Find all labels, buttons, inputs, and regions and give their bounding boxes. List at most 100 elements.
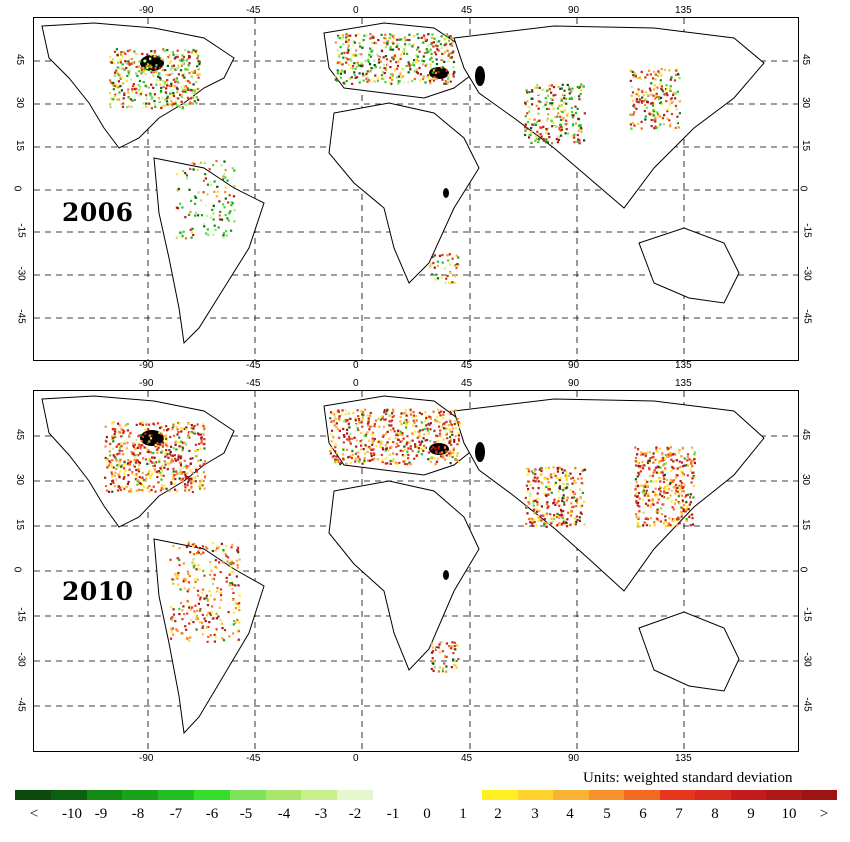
anomaly-dot xyxy=(439,641,442,644)
anomaly-dot xyxy=(157,55,160,58)
anomaly-dot xyxy=(125,67,128,70)
anomaly-dot xyxy=(122,430,126,433)
longitude-tick: 135 xyxy=(675,5,692,16)
anomaly-dot xyxy=(185,443,188,446)
anomaly-dot xyxy=(192,427,195,430)
anomaly-dot xyxy=(657,461,660,464)
anomaly-dot xyxy=(412,419,415,422)
anomaly-dot xyxy=(113,92,116,95)
anomaly-dot xyxy=(656,89,659,92)
anomaly-dot xyxy=(110,61,113,64)
anomaly-dot xyxy=(647,460,650,463)
anomaly-dot xyxy=(663,490,666,493)
legend-swatch xyxy=(50,790,87,800)
anomaly-dot xyxy=(648,69,651,72)
anomaly-dot xyxy=(429,417,432,420)
anomaly-dot xyxy=(190,199,193,202)
anomaly-dot xyxy=(640,101,643,104)
anomaly-dot xyxy=(631,70,634,73)
anomaly-dot xyxy=(550,120,553,123)
anomaly-dot xyxy=(184,89,187,92)
anomaly-dot xyxy=(579,126,582,129)
anomaly-dot xyxy=(347,412,350,415)
anomaly-dot xyxy=(569,472,572,475)
anomaly-dot xyxy=(363,459,366,462)
anomaly-dot xyxy=(428,415,431,418)
anomaly-dot xyxy=(124,60,127,63)
anomaly-dot xyxy=(690,446,694,449)
anomaly-dot xyxy=(647,114,650,117)
anomaly-dot xyxy=(430,43,433,46)
anomaly-dot xyxy=(632,99,635,102)
anomaly-dot xyxy=(372,80,375,84)
legend-label: 1 xyxy=(459,806,467,822)
anomaly-dot xyxy=(648,460,651,464)
anomaly-dot xyxy=(129,48,132,52)
anomaly-dot xyxy=(644,115,647,118)
anomaly-dot xyxy=(120,427,123,430)
anomaly-dot xyxy=(398,38,401,41)
anomaly-dot xyxy=(528,110,531,113)
anomaly-dot xyxy=(399,71,402,74)
anomaly-dot xyxy=(141,444,144,447)
anomaly-dot xyxy=(557,86,560,89)
anomaly-dot xyxy=(417,46,420,49)
anomaly-dot xyxy=(366,76,370,79)
anomaly-dot xyxy=(368,51,371,54)
anomaly-dot xyxy=(654,494,657,497)
anomaly-dot xyxy=(174,102,177,105)
anomaly-dot xyxy=(693,461,696,465)
longitude-tick: 45 xyxy=(461,753,473,764)
anomaly-dot xyxy=(680,515,683,518)
anomaly-dot xyxy=(666,491,669,494)
anomaly-dot xyxy=(550,476,553,479)
anomaly-dot xyxy=(349,432,352,435)
anomaly-dot xyxy=(557,112,560,115)
anomaly-dot xyxy=(452,66,455,69)
anomaly-dot xyxy=(342,56,345,59)
anomaly-dot xyxy=(112,466,115,469)
anomaly-dot xyxy=(391,73,394,76)
anomaly-dot xyxy=(232,591,235,594)
anomaly-dot xyxy=(401,454,404,457)
anomaly-dot xyxy=(437,446,441,449)
anomaly-dot xyxy=(449,43,452,46)
anomaly-dot xyxy=(418,431,421,434)
anomaly-dot xyxy=(118,91,121,94)
anomaly-dot xyxy=(165,442,168,445)
anomaly-dot xyxy=(175,86,178,89)
anomaly-dot xyxy=(341,453,345,456)
anomaly-dot xyxy=(410,63,413,67)
anomaly-dot xyxy=(120,52,123,55)
anomaly-dot xyxy=(140,440,143,443)
anomaly-dot xyxy=(535,510,539,513)
anomaly-dot xyxy=(540,519,543,522)
anomaly-dot xyxy=(545,138,548,141)
anomaly-dot xyxy=(147,459,150,462)
anomaly-dot xyxy=(681,446,684,449)
anomaly-dot xyxy=(419,73,422,76)
anomaly-dot xyxy=(669,454,672,457)
anomaly-dot xyxy=(196,74,199,77)
anomaly-dot xyxy=(431,660,435,663)
anomaly-dot xyxy=(386,408,389,411)
anomaly-dot xyxy=(449,449,452,452)
anomaly-dot xyxy=(546,501,549,504)
anomaly-dot xyxy=(206,214,209,217)
anomaly-dot xyxy=(229,210,232,213)
anomaly-dot xyxy=(109,55,112,59)
anomaly-dot xyxy=(448,281,451,284)
anomaly-dot xyxy=(166,84,169,87)
anomaly-dot xyxy=(112,440,115,443)
anomaly-dot xyxy=(358,42,361,45)
anomaly-dot xyxy=(660,96,663,99)
anomaly-dot xyxy=(529,483,532,487)
anomaly-dot xyxy=(174,478,177,481)
anomaly-dot xyxy=(203,447,206,450)
anomaly-dot xyxy=(182,605,185,608)
anomaly-dot xyxy=(688,503,691,506)
anomaly-dot xyxy=(181,446,185,449)
anomaly-dot xyxy=(646,504,650,507)
anomaly-dot xyxy=(230,546,233,549)
anomaly-dot xyxy=(442,422,445,425)
